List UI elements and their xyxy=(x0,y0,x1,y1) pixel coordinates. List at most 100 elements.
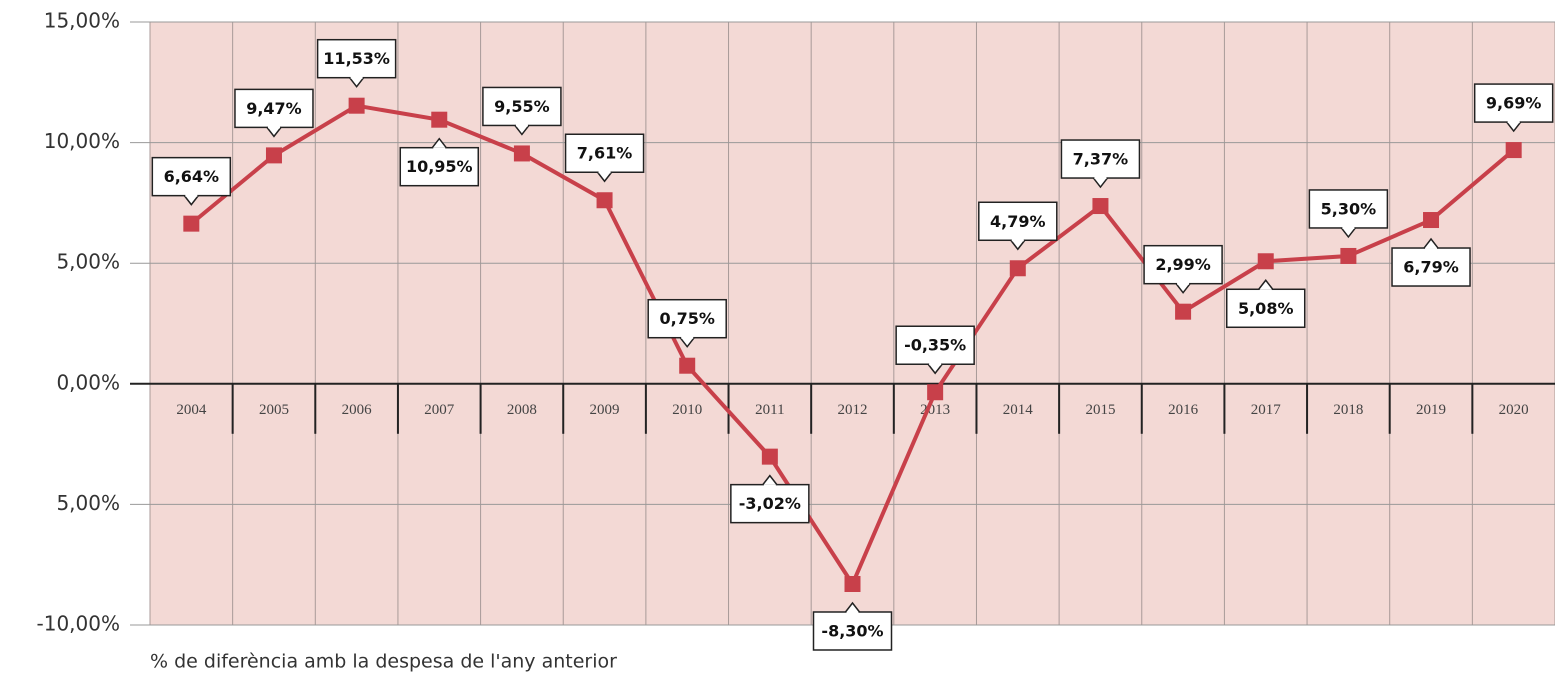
value-label: 9,69% xyxy=(1486,94,1542,113)
label-box xyxy=(399,146,480,187)
x-tick-label: 2005 xyxy=(259,402,289,418)
label-box xyxy=(730,483,810,524)
label-pointer-cover xyxy=(929,362,942,366)
value-label: -0,35% xyxy=(904,336,966,355)
label-pointer-cover xyxy=(350,75,363,79)
x-tick-label: 2014 xyxy=(1003,402,1034,418)
marker xyxy=(431,111,448,128)
marker xyxy=(1423,212,1440,229)
value-label: -8,30% xyxy=(821,621,883,640)
value-label: 11,53% xyxy=(323,49,390,68)
marker xyxy=(1009,260,1026,277)
marker xyxy=(1505,142,1522,159)
label-pointer xyxy=(927,363,943,375)
value-label: -3,02% xyxy=(739,494,801,513)
marker xyxy=(183,215,200,232)
label-pointer-cover xyxy=(433,147,446,151)
label-pointer-cover xyxy=(1094,176,1107,180)
x-tick-label: 2016 xyxy=(1168,402,1199,418)
value-label: 10,95% xyxy=(406,157,473,176)
label-box xyxy=(151,156,232,197)
label-pointer-cover xyxy=(846,611,859,615)
x-tick-label: 2004 xyxy=(176,402,207,418)
label-pointer-cover xyxy=(1259,289,1272,293)
y-tick-label: -10,00% xyxy=(37,612,120,636)
label-pointer xyxy=(1258,279,1274,290)
label-pointer xyxy=(679,337,695,348)
label-pointer xyxy=(1175,283,1191,294)
x-tick-label: 2006 xyxy=(342,402,373,418)
label-pointer-cover xyxy=(598,170,611,174)
label-box xyxy=(316,38,397,79)
label-box xyxy=(1225,288,1306,329)
value-label: 2,99% xyxy=(1155,255,1211,274)
caption: % de diferència amb la despesa de l'any … xyxy=(150,651,617,673)
label-pointer-cover xyxy=(185,193,198,197)
label-pointer xyxy=(183,195,199,206)
label-pointer xyxy=(514,124,530,136)
label-box xyxy=(812,611,893,651)
value-label: 6,64% xyxy=(164,167,220,186)
value-label: 5,30% xyxy=(1321,199,1377,218)
marker xyxy=(1257,253,1274,270)
label-pointer xyxy=(844,601,861,613)
label-pointer xyxy=(1506,121,1522,133)
value-label: 7,37% xyxy=(1073,150,1129,169)
value-label: 9,47% xyxy=(246,99,302,118)
label-box xyxy=(234,88,314,129)
x-tick-label: 2018 xyxy=(1333,402,1363,418)
marker xyxy=(265,147,282,164)
x-tick-label: 2008 xyxy=(507,402,537,418)
y-tick-label: 5,00% xyxy=(56,250,120,274)
label-box xyxy=(564,133,645,173)
marker xyxy=(348,97,365,114)
marker xyxy=(1175,303,1192,320)
label-pointer-cover xyxy=(1425,248,1438,252)
label-pointer-cover xyxy=(267,125,280,129)
label-pointer xyxy=(431,137,447,149)
label-pointer xyxy=(1092,177,1109,189)
label-pointer xyxy=(1010,239,1026,251)
marker xyxy=(761,448,778,465)
label-box xyxy=(1143,244,1223,285)
y-tick-label: 10,00% xyxy=(44,129,120,153)
label-pointer xyxy=(266,126,282,138)
x-tick-label: 2011 xyxy=(755,402,784,418)
label-box xyxy=(1473,83,1554,123)
x-tick-label: 2010 xyxy=(672,402,702,418)
value-label: 4,79% xyxy=(990,212,1046,231)
marker xyxy=(1340,247,1357,264)
marker xyxy=(1092,198,1109,215)
label-pointer-cover xyxy=(763,484,776,488)
label-pointer-cover xyxy=(515,123,528,127)
y-tick-label: 15,00% xyxy=(44,9,120,33)
x-tick-label: 2012 xyxy=(838,402,868,418)
label-pointer-cover xyxy=(681,335,694,339)
x-tick-label: 2009 xyxy=(590,402,620,418)
plot-background xyxy=(150,22,1555,625)
marker xyxy=(513,145,530,162)
label-box xyxy=(895,325,975,365)
value-label: 5,08% xyxy=(1238,299,1294,318)
label-pointer xyxy=(762,474,778,486)
value-label: 6,79% xyxy=(1403,258,1459,277)
label-pointer-cover xyxy=(1177,281,1190,285)
marker xyxy=(927,384,944,401)
x-tick-label: 2017 xyxy=(1251,402,1282,418)
label-pointer xyxy=(1340,227,1356,239)
value-label: 9,55% xyxy=(494,97,550,116)
value-label: 0,75% xyxy=(659,309,715,328)
x-tick-label: 2019 xyxy=(1416,402,1446,418)
label-pointer xyxy=(596,171,613,183)
label-pointer-cover xyxy=(1507,120,1520,124)
label-box xyxy=(978,201,1058,242)
x-tick-label: 2020 xyxy=(1499,402,1529,418)
label-pointer-cover xyxy=(1011,238,1024,242)
x-tick-label: 2007 xyxy=(424,402,455,418)
y-tick-label: 0,00% xyxy=(56,370,120,394)
marker xyxy=(844,575,861,592)
value-label: 7,61% xyxy=(577,144,633,163)
marker xyxy=(679,357,696,374)
x-tick-label: 2015 xyxy=(1085,402,1115,418)
